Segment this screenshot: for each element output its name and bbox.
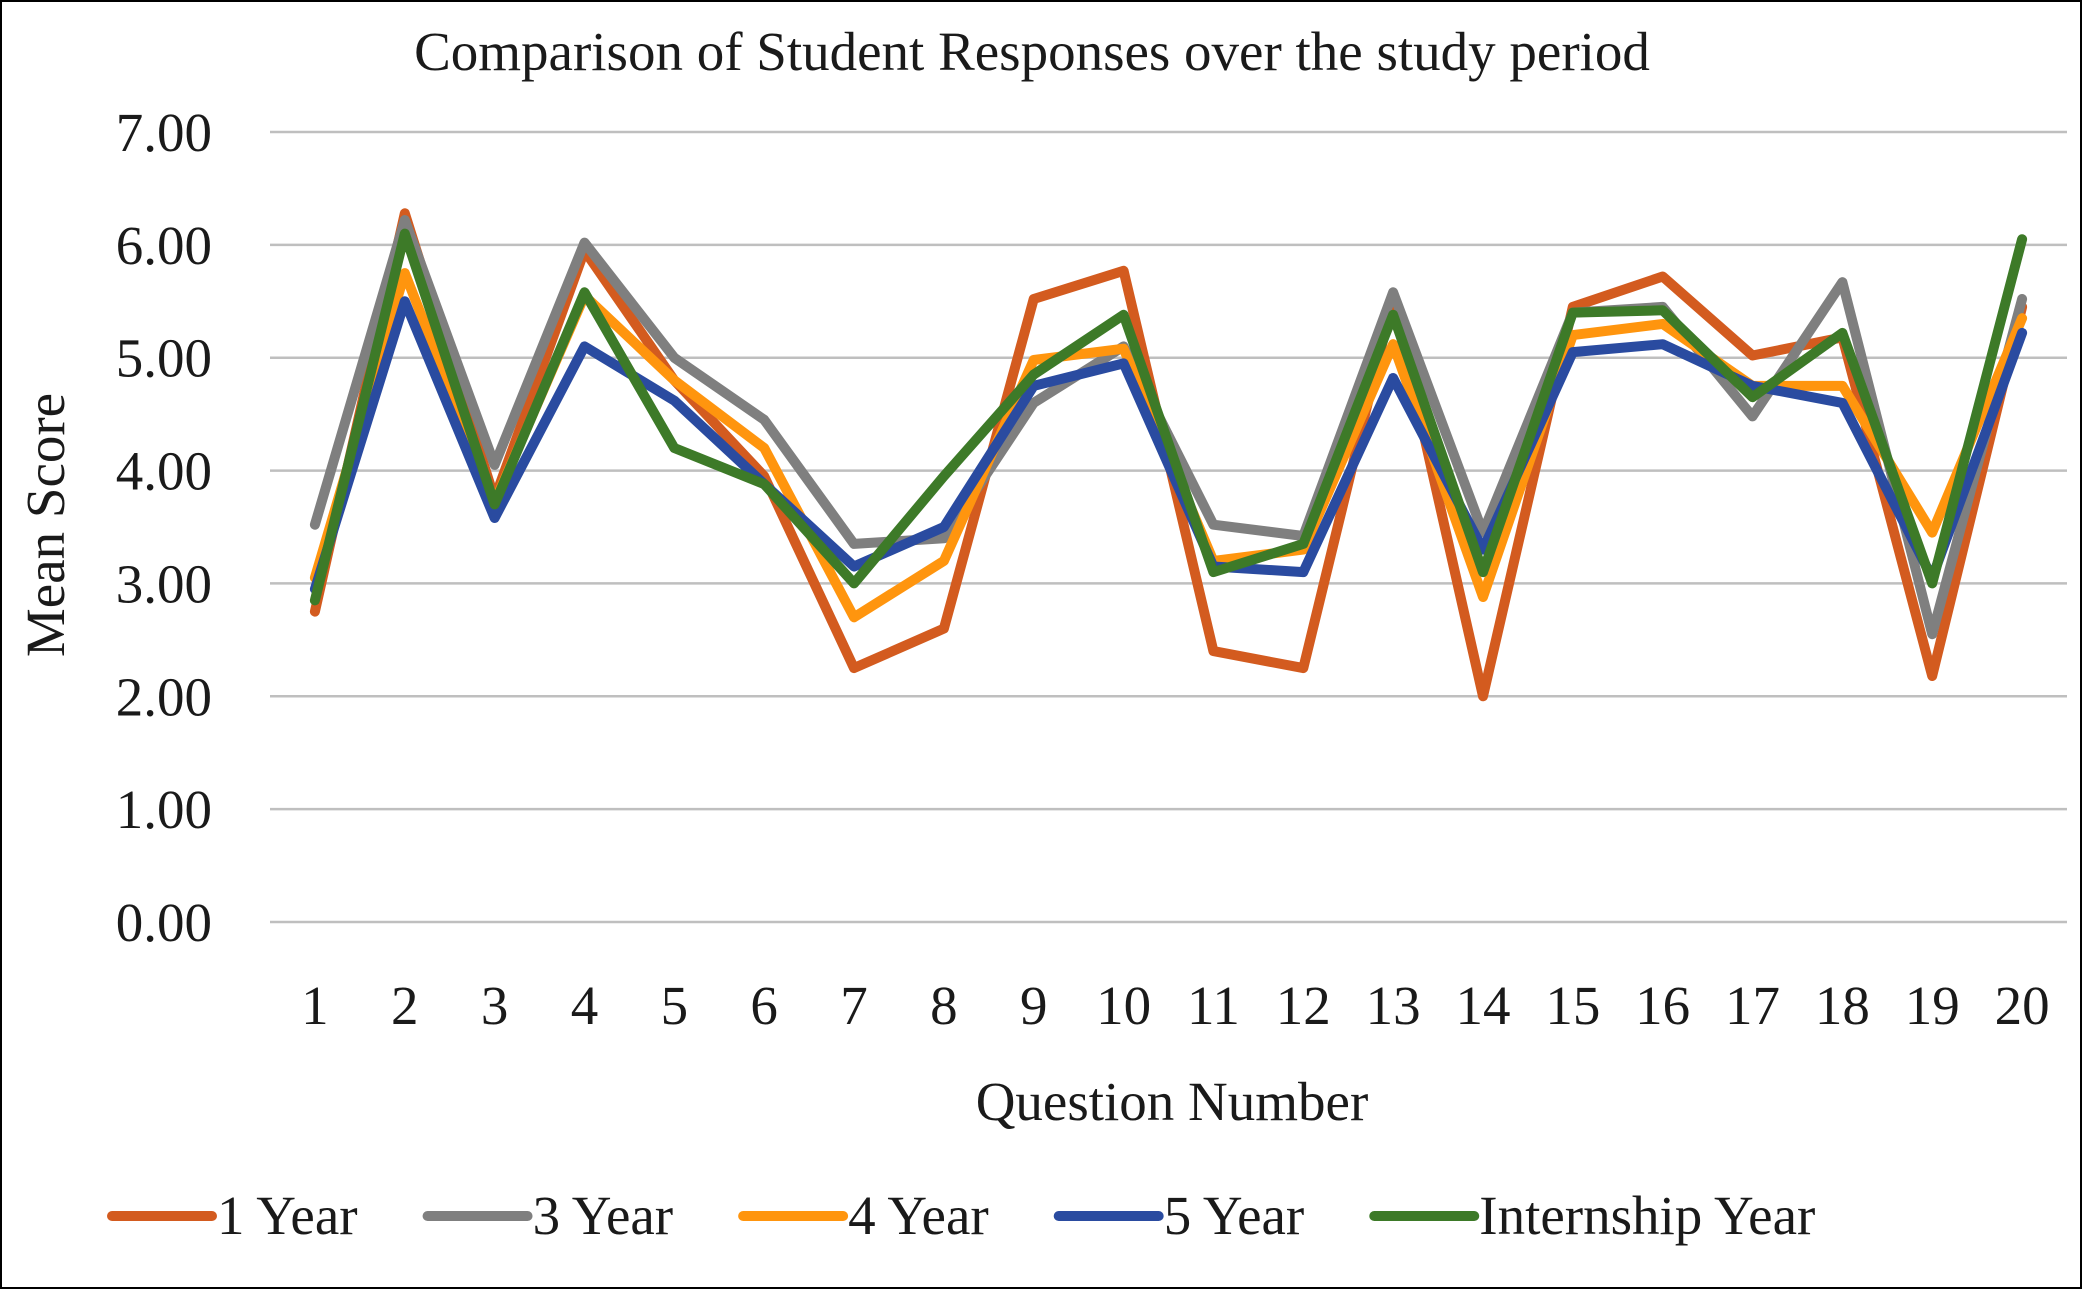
series-line-4 — [309, 228, 2028, 606]
y-tick-label: 2.00 — [116, 666, 212, 727]
y-tick-label: 6.00 — [116, 215, 212, 276]
x-tick-label: 11 — [1187, 975, 1240, 1036]
y-axis-tick-labels: 0.00 1.00 2.00 3.00 4.00 5.00 6.00 7.00 — [116, 102, 212, 953]
x-tick-label: 14 — [1455, 975, 1510, 1036]
x-tick-label: 12 — [1276, 975, 1331, 1036]
y-tick-label: 0.00 — [116, 892, 212, 953]
x-tick-label: 20 — [1995, 975, 2050, 1036]
x-tick-label: 2 — [391, 975, 419, 1036]
x-tick-label: 1 — [301, 975, 329, 1036]
x-tick-label: 5 — [661, 975, 689, 1036]
legend-label: Internship Year — [1479, 1185, 1815, 1246]
chart-title: Comparison of Student Responses over the… — [414, 21, 1650, 82]
legend-label: 5 Year — [1164, 1185, 1305, 1246]
x-axis-tick-labels: 1 2 3 4 5 6 7 8 9 10 11 12 13 14 15 16 17 18 19 20 — [301, 975, 2049, 1036]
x-tick-label: 7 — [840, 975, 868, 1036]
legend: 1 Year 3 Year 4 Year 5 Year Internship Year — [107, 1185, 1815, 1246]
x-tick-label: 9 — [1020, 975, 1048, 1036]
legend-label: 1 Year — [217, 1185, 358, 1246]
legend-item: 5 Year — [1053, 1185, 1305, 1246]
gridlines — [270, 130, 2067, 924]
y-tick-label: 3.00 — [116, 553, 212, 614]
x-tick-label: 16 — [1635, 975, 1690, 1036]
y-tick-label: 4.00 — [116, 441, 212, 502]
y-tick-label: 1.00 — [116, 779, 212, 840]
y-tick-label: 5.00 — [116, 328, 212, 389]
x-tick-label: 15 — [1545, 975, 1600, 1036]
legend-item: 3 Year — [422, 1185, 674, 1246]
y-axis-label: Mean Score — [15, 393, 76, 657]
legend-label: 3 Year — [533, 1185, 674, 1246]
legend-label: 4 Year — [848, 1185, 989, 1246]
x-tick-label: 18 — [1815, 975, 1870, 1036]
x-tick-label: 6 — [750, 975, 778, 1036]
legend-item: Internship Year — [1369, 1185, 1815, 1246]
x-tick-label: 4 — [571, 975, 599, 1036]
x-tick-label: 8 — [930, 975, 958, 1036]
legend-item: 1 Year — [107, 1185, 358, 1246]
x-axis-label: Question Number — [976, 1071, 1369, 1132]
series-line-1 — [309, 215, 2028, 640]
x-tick-label: 13 — [1366, 975, 1421, 1036]
x-tick-label: 19 — [1905, 975, 1960, 1036]
x-tick-label: 3 — [481, 975, 509, 1036]
series-lines — [309, 208, 2028, 702]
y-tick-label: 7.00 — [116, 102, 212, 163]
x-tick-label: 10 — [1096, 975, 1151, 1036]
x-tick-label: 17 — [1725, 975, 1780, 1036]
legend-item: 4 Year — [738, 1185, 989, 1246]
